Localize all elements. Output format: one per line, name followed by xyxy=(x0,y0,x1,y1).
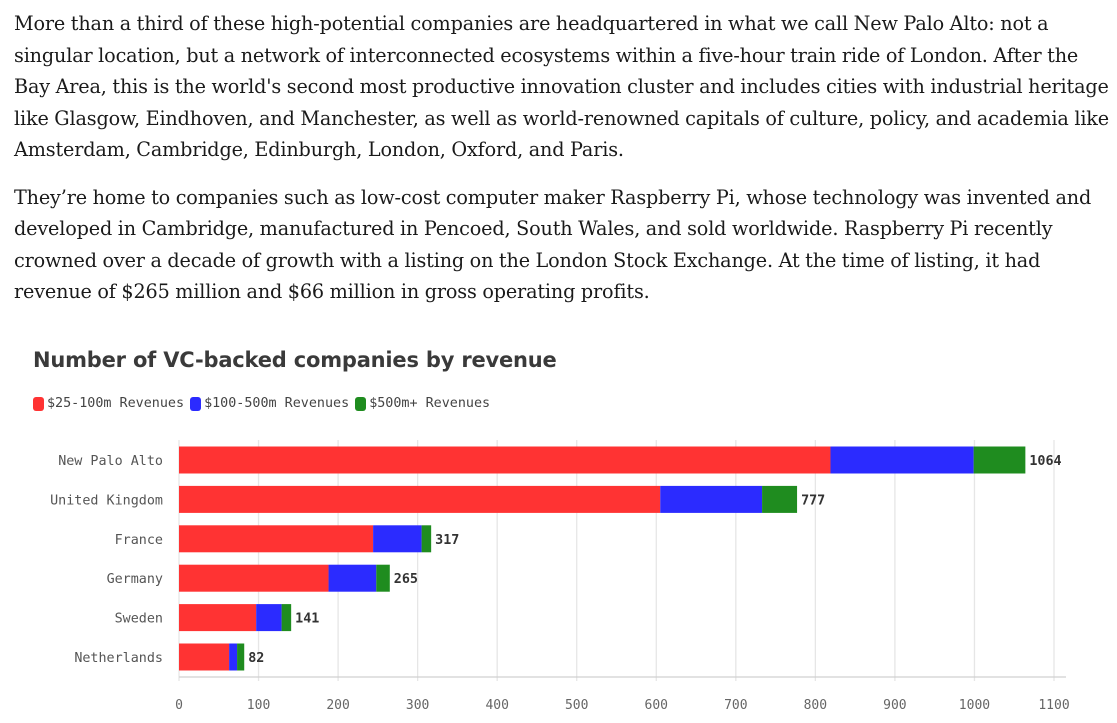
total-label-4: 141 xyxy=(295,612,319,627)
bar-segment-4-1 xyxy=(256,604,282,632)
legend-item-500m-plus[interactable]: $500m+ Revenues xyxy=(355,396,490,411)
article-paragraph-2: They’re home to companies such as low-co… xyxy=(14,185,1092,304)
bar-segment-1-2 xyxy=(762,485,798,513)
category-label-1: United Kingdom xyxy=(50,493,163,508)
bar-segment-2-2 xyxy=(421,525,432,553)
chart-legend: $25-100m Revenues $100-500m Revenues $50… xyxy=(33,396,496,411)
legend-swatch-25-100m xyxy=(33,396,44,411)
x-tick-label-700: 700 xyxy=(724,698,747,713)
category-label-0: New Palo Alto xyxy=(58,454,163,469)
bar-segment-5-1 xyxy=(229,643,238,671)
bar-segment-0-1 xyxy=(830,446,974,474)
x-tick-label-900: 900 xyxy=(883,698,906,713)
bar-segment-4-0 xyxy=(179,604,257,632)
bar-segment-0-2 xyxy=(973,446,1026,474)
legend-item-25-100m[interactable]: $25-100m Revenues xyxy=(33,396,184,411)
category-label-4: Sweden xyxy=(115,612,163,627)
x-tick-label-300: 300 xyxy=(406,698,429,713)
category-label-2: France xyxy=(115,533,163,548)
bar-segment-2-0 xyxy=(179,525,374,553)
x-tick-label-200: 200 xyxy=(326,698,349,713)
x-tick-label-0: 0 xyxy=(175,698,183,713)
bar-segment-4-2 xyxy=(281,604,292,632)
bar-segment-3-2 xyxy=(376,564,390,592)
x-tick-label-1000: 1000 xyxy=(959,698,990,713)
legend-swatch-500m-plus xyxy=(355,396,367,411)
legend-label-25-100m: $25-100m Revenues xyxy=(47,396,185,411)
x-tick-label-600: 600 xyxy=(645,698,668,713)
legend-label-500m-plus: $500m+ Revenues xyxy=(369,396,491,411)
bar-segment-1-1 xyxy=(660,485,763,513)
category-label-3: Germany xyxy=(107,572,163,587)
legend-item-100-500m[interactable]: $100-500m Revenues xyxy=(190,396,349,411)
x-tick-label-800: 800 xyxy=(804,698,827,713)
bar-segment-3-0 xyxy=(179,564,329,592)
total-label-3: 265 xyxy=(394,572,418,587)
bar-segment-0-0 xyxy=(179,446,831,474)
x-tick-label-100: 100 xyxy=(247,698,270,713)
total-label-1: 777 xyxy=(801,493,825,508)
article-paragraph-1: More than a third of these high-potentia… xyxy=(14,12,1109,161)
category-label-5: Netherlands xyxy=(74,651,163,666)
bar-segment-2-1 xyxy=(373,525,422,553)
bar-segment-5-2 xyxy=(237,643,245,671)
total-label-2: 317 xyxy=(435,533,459,548)
x-tick-label-400: 400 xyxy=(485,698,508,713)
bar-segment-3-1 xyxy=(328,564,377,592)
x-tick-label-500: 500 xyxy=(565,698,588,713)
total-label-0: 1064 xyxy=(1029,454,1061,469)
chart-title: Number of VC-backed companies by revenue xyxy=(33,348,557,372)
bar-segment-5-0 xyxy=(179,643,230,671)
legend-label-100-500m: $100-500m Revenues xyxy=(204,396,350,411)
bar-segment-1-0 xyxy=(179,485,661,513)
legend-swatch-100-500m xyxy=(190,396,202,411)
x-tick-label-1100: 1100 xyxy=(1038,698,1069,713)
total-label-5: 82 xyxy=(248,651,264,666)
article-body: More than a third of these high-potentia… xyxy=(14,8,1109,324)
